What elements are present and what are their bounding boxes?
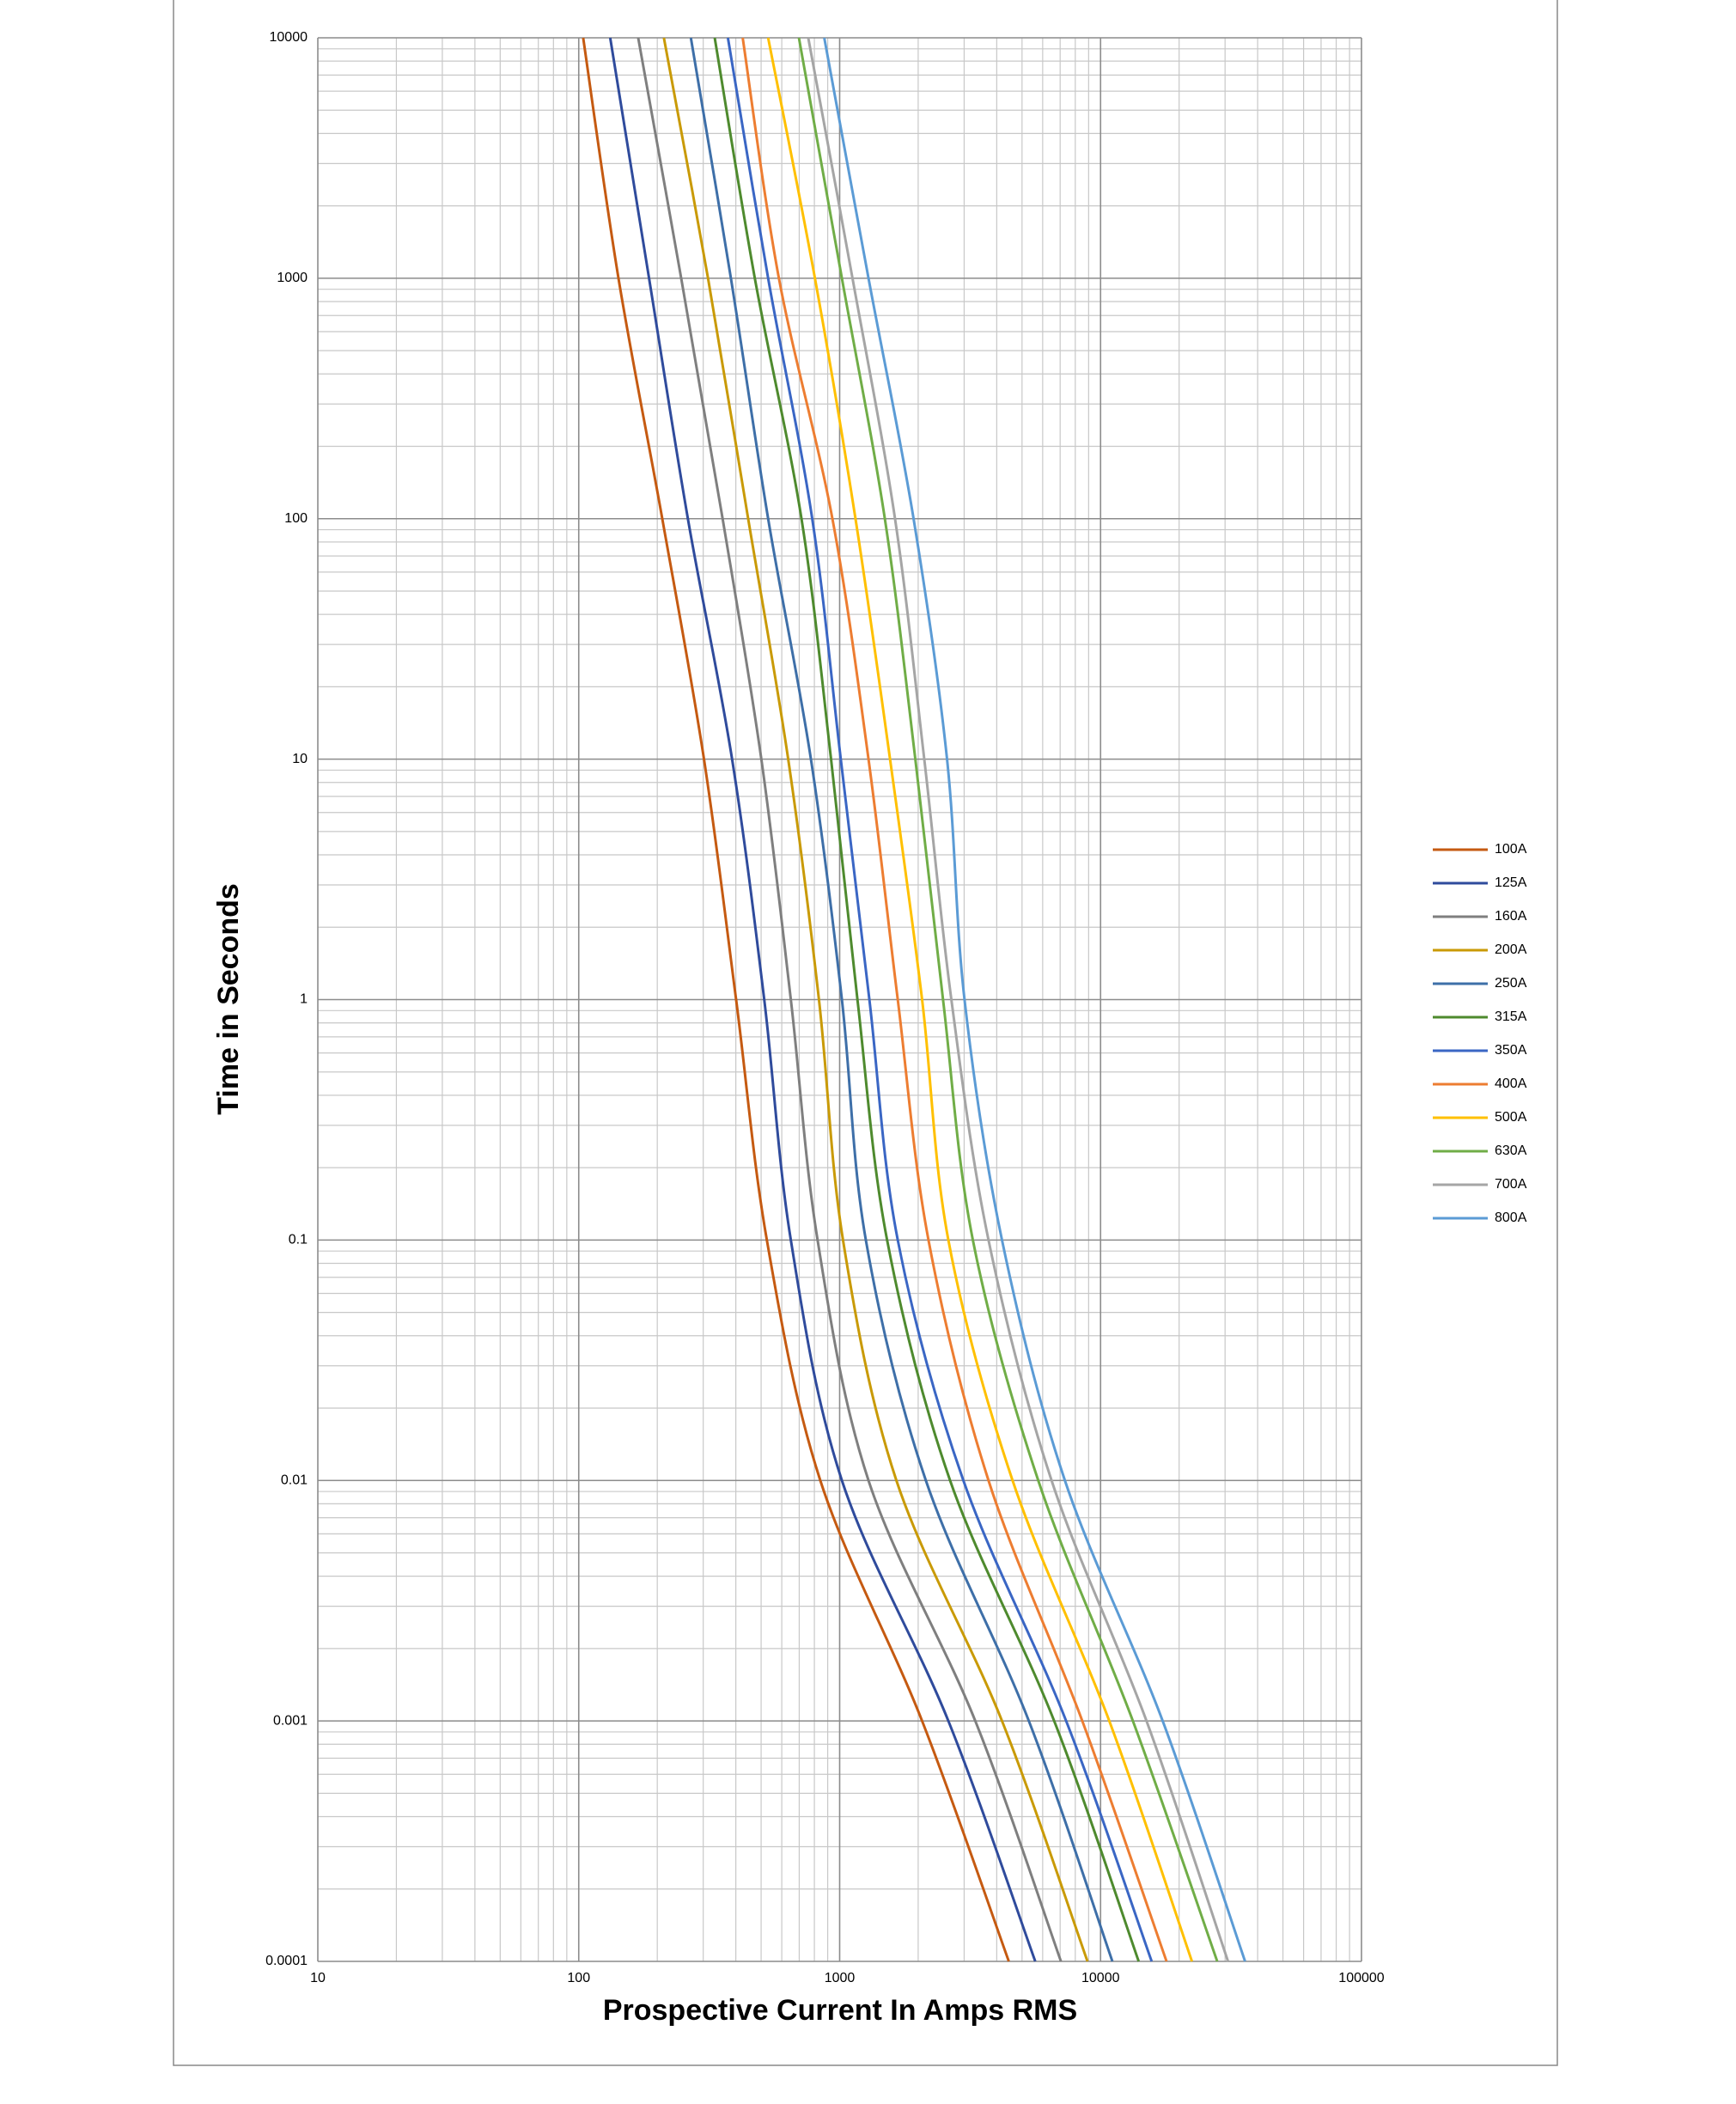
plot-lines bbox=[582, 37, 1246, 1962]
y-tick-label: 0.1 bbox=[289, 1233, 308, 1247]
legend-label: 100A bbox=[1495, 842, 1527, 857]
y-tick-label: 0.01 bbox=[281, 1473, 308, 1487]
legend-label: 700A bbox=[1495, 1177, 1527, 1192]
y-tick-label: 1 bbox=[300, 992, 308, 1007]
series-line bbox=[713, 37, 1141, 1962]
x-tick-label: 10000 bbox=[1081, 1971, 1120, 1985]
x-axis-title: Prospective Current In Amps RMS bbox=[603, 1994, 1077, 2027]
series-line bbox=[662, 37, 1089, 1962]
series-line bbox=[823, 37, 1246, 1962]
y-axis-title: Time in Seconds bbox=[212, 883, 245, 1115]
legend-label: 500A bbox=[1495, 1110, 1527, 1125]
x-tick-label: 100 bbox=[567, 1971, 590, 1985]
legend-label: 400A bbox=[1495, 1076, 1527, 1091]
legend-label: 350A bbox=[1495, 1043, 1527, 1058]
grid bbox=[317, 37, 1362, 1962]
series-line bbox=[726, 37, 1154, 1962]
series-line bbox=[637, 37, 1063, 1962]
series-line bbox=[689, 37, 1114, 1962]
y-tick-label: 10 bbox=[292, 752, 308, 766]
x-tick-label: 10 bbox=[310, 1971, 326, 1985]
series-line bbox=[807, 37, 1230, 1962]
legend-label: 125A bbox=[1495, 875, 1527, 890]
legend-label: 250A bbox=[1495, 976, 1527, 991]
legend-label: 630A bbox=[1495, 1143, 1527, 1158]
y-tick-label: 1000 bbox=[277, 271, 308, 285]
labels: 10 100 1000 10000 100000 0.0001 0.001 0.01 0.1 1 1… bbox=[265, 30, 1527, 1985]
series-line bbox=[741, 37, 1168, 1962]
legend-label: 315A bbox=[1495, 1009, 1527, 1024]
x-tick-label: 1000 bbox=[825, 1971, 856, 1985]
series-line bbox=[608, 37, 1037, 1962]
y-tick-label: 0.0001 bbox=[265, 1954, 308, 1968]
x-tick-label: 100000 bbox=[1338, 1971, 1384, 1985]
legend-label: 800A bbox=[1495, 1211, 1527, 1225]
legend-label: 160A bbox=[1495, 909, 1527, 924]
legend-label: 200A bbox=[1495, 942, 1527, 957]
frame bbox=[173, 0, 1558, 2066]
series-line bbox=[766, 37, 1194, 1962]
y-tick-label: 0.001 bbox=[273, 1713, 308, 1728]
series-line bbox=[582, 37, 1010, 1962]
y-tick-label: 10000 bbox=[270, 30, 308, 45]
y-tick-label: 100 bbox=[284, 511, 308, 526]
series-line bbox=[797, 37, 1219, 1962]
